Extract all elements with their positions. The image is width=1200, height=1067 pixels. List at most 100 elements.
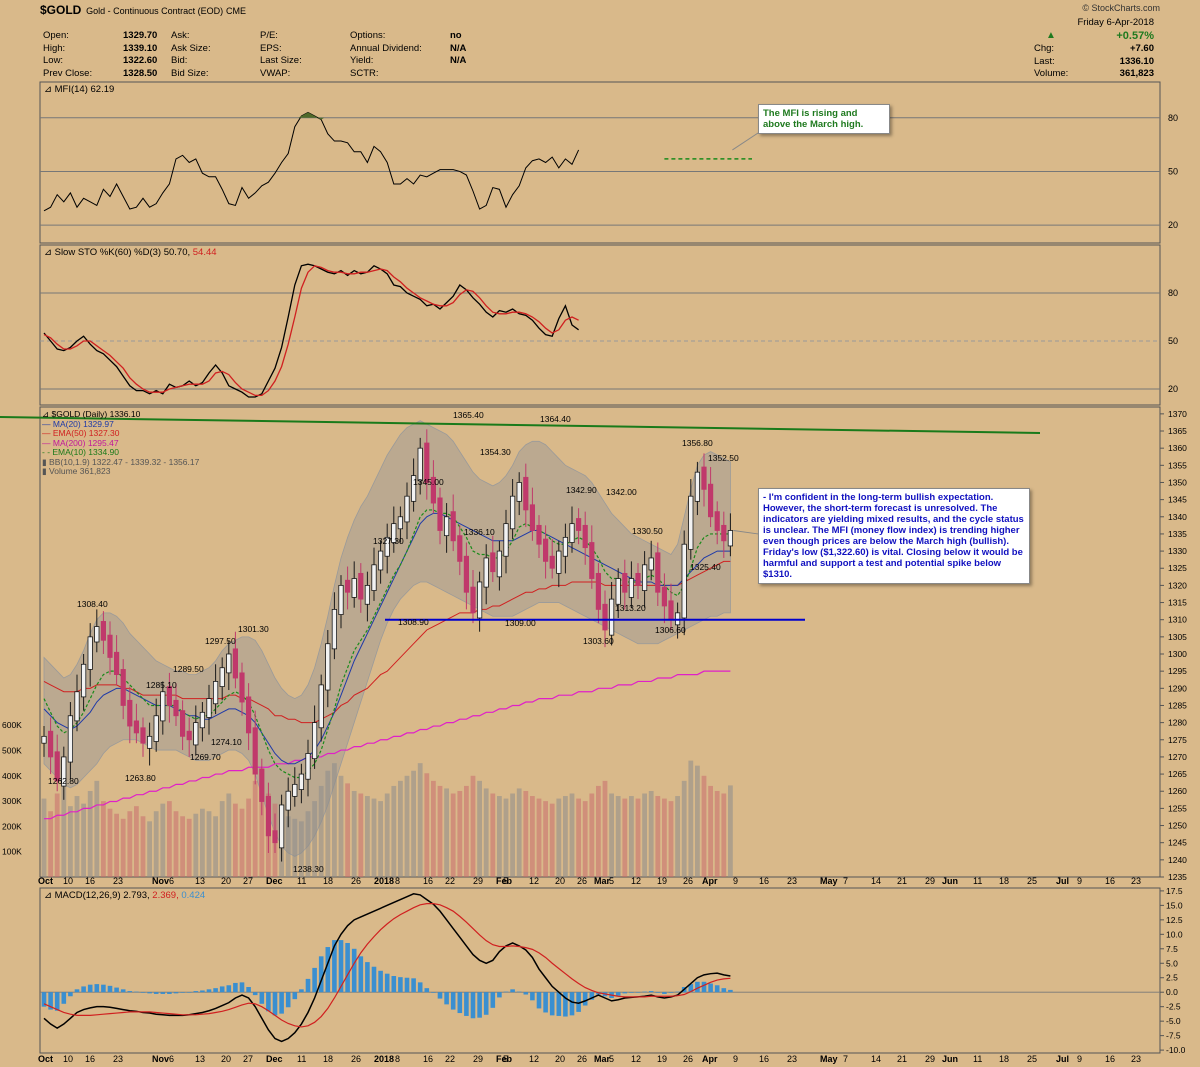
legend-ema50: — EMA(50) 1327.30: [42, 428, 120, 438]
macd-histogram-bar: [246, 987, 251, 993]
price-tick-label: 1240: [1168, 855, 1187, 865]
x-axis-label: 29: [925, 876, 935, 886]
candle-body: [529, 504, 536, 531]
candle-body: [642, 564, 648, 591]
x-axis-label: Dec: [266, 876, 283, 886]
x-axis-label: 16: [1105, 1054, 1115, 1064]
quote-date: Friday 6-Apr-2018: [1077, 17, 1154, 28]
price-tick-label: 1265: [1168, 769, 1187, 779]
volume-bar: [596, 785, 601, 877]
volume-bar: [622, 798, 628, 877]
candle-body: [153, 715, 159, 742]
stat-label: Volume:: [1034, 68, 1069, 79]
macd-histogram-bar: [523, 992, 529, 995]
candle-body: [384, 536, 390, 557]
macd-histogram-bar: [259, 992, 265, 1004]
x-axis-label: 25: [1027, 1054, 1037, 1064]
price-tick-label: 1270: [1168, 752, 1187, 762]
volume-bar: [285, 816, 291, 877]
x-axis-label: Mar: [594, 1054, 611, 1064]
exchange: CME: [225, 6, 246, 16]
volume-bar: [714, 790, 720, 877]
volume-bar: [186, 818, 192, 877]
price-label: 1342.90: [566, 485, 597, 495]
mfi-panel-frame: [39, 81, 1161, 244]
macd-histogram-bar: [140, 992, 146, 993]
macd-title: ⊿ MACD(12,26,9) 2.793, 2.369, 0.424: [44, 890, 206, 901]
candle-body: [721, 524, 727, 542]
macd-histogram-bar: [622, 992, 628, 994]
x-axis-label: 20: [555, 876, 565, 886]
macd-histogram-bar: [332, 940, 337, 993]
candle-body: [74, 691, 80, 722]
x-axis-label: Apr: [702, 876, 718, 886]
candle-body: [239, 672, 245, 703]
candle-body: [516, 482, 522, 502]
volume-bar: [239, 808, 245, 877]
macd-histogram-bar: [74, 989, 80, 993]
resistance-trend-line: [0, 416, 1041, 434]
quote-label: Prev Close:: [43, 67, 93, 79]
macd-histogram-bar: [543, 992, 548, 1013]
price-tick-label: 1305: [1168, 632, 1187, 642]
price-annotation: - I'm confident in the long-term bullish…: [758, 488, 1030, 584]
quote-label: SCTR:: [350, 67, 379, 79]
macd-histogram-bar: [516, 991, 522, 993]
x-axis-label: 18: [323, 1054, 333, 1064]
macd-histogram-bar: [186, 992, 192, 993]
candle-body: [331, 609, 338, 650]
price-tick-label: 1330: [1168, 546, 1187, 556]
volume-bar: [299, 821, 304, 877]
symbol[interactable]: $GOLD: [40, 3, 82, 17]
x-axis-label: 21: [897, 876, 907, 886]
price-label: 1345.00: [413, 477, 444, 487]
volume-bar: [41, 798, 47, 877]
stat-value: 361,823: [1119, 68, 1154, 79]
volume-bar: [648, 790, 654, 877]
x-axis-label: 6: [169, 1054, 174, 1064]
change-percent: +0.57%: [1116, 30, 1154, 42]
macd-histogram-bar: [48, 992, 53, 1010]
candle-body: [193, 722, 199, 746]
volume-bar: [477, 780, 482, 877]
quote-label: EPS:: [260, 42, 282, 54]
quote-label: Bid Size:: [171, 67, 209, 79]
price-tick-label: 1245: [1168, 838, 1187, 848]
x-axis-label: 10: [63, 1054, 73, 1064]
macd-histogram-bar: [655, 992, 661, 993]
macd-histogram-bar: [358, 956, 364, 993]
stat-value: +7.60: [1129, 43, 1154, 54]
volume-bar: [160, 803, 166, 877]
candle-body: [410, 475, 417, 502]
volume-bar: [497, 796, 502, 877]
candle-body: [727, 530, 734, 547]
x-axis-label: 23: [113, 876, 123, 886]
x-axis-label: 25: [1027, 876, 1037, 886]
price-label: 1308.40: [77, 599, 108, 609]
x-axis-label: 11: [297, 876, 306, 886]
x-axis-label: 9: [733, 1054, 738, 1064]
volume-bar: [457, 790, 463, 877]
candle-body: [490, 552, 496, 573]
candle-body: [602, 603, 608, 631]
sto-tick-label: 20: [1168, 384, 1178, 394]
macd-histogram-bar: [206, 989, 212, 993]
volume-bar: [312, 801, 317, 877]
volume-tick-label: 300K: [2, 796, 22, 806]
volume-bar: [305, 811, 311, 877]
x-axis-label: 16: [85, 876, 95, 886]
macd-tick-label: 17.5: [1166, 886, 1183, 896]
price-tick-label: 1255: [1168, 803, 1187, 813]
sto-title: ⊿ Slow STO %K(60) %D(3) 50.70, 54.44: [44, 247, 217, 258]
candle-body: [424, 442, 430, 483]
macd-histogram-bar: [107, 985, 113, 993]
x-axis-label: 9: [1077, 876, 1082, 886]
macd-histogram-bar: [556, 992, 562, 1016]
price-label: 1262.80: [48, 776, 79, 786]
x-axis-label: 5: [609, 1054, 614, 1064]
sto-icon: ⊿: [44, 247, 52, 258]
macd-histogram-bar: [589, 992, 595, 1000]
macd-histogram-bar: [714, 985, 720, 993]
candle-body: [94, 626, 100, 643]
volume-bar: [226, 793, 232, 877]
